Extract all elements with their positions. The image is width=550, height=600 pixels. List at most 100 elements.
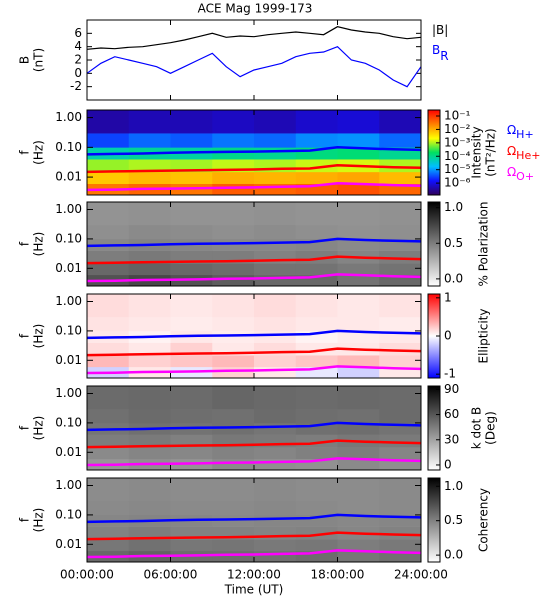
heatmap-cell [379,133,422,148]
heatmap-cell [212,422,255,435]
cyclotron-line [86,439,422,449]
cyclotron-line [86,549,422,559]
heatmap-cell [254,171,297,184]
heatmap-cell [379,386,422,410]
y-tick-label: 0.01 [55,170,82,184]
heatmap-cell [254,458,297,471]
cyclotron-line [86,255,422,265]
heatmap-cell [87,342,130,356]
colorbar-tick-label: 10⁻¹ [444,109,471,123]
heatmap-cell [379,478,422,502]
heatmap-cell [212,550,255,563]
heatmap-cell [170,171,213,184]
heatmap-cell [379,183,422,196]
heatmap-cell [170,478,213,502]
heatmap-cell [337,110,380,134]
heatmap-cell [295,366,338,379]
y-tick-label: 6 [74,26,82,40]
y-axis-label: (Hz) [32,140,46,165]
y-axis-label: B [18,56,32,64]
legend-entry: ΩH+ [507,123,534,142]
colorbar [427,201,441,287]
heatmap-cell [295,110,338,134]
colorbar [427,109,441,196]
heatmap-cell [379,274,422,287]
heatmap-cell [337,366,380,379]
heatmap-cell [128,171,171,184]
heatmap-cell [254,294,297,318]
heatmap-cell [212,330,255,343]
heatmap-cell [212,110,255,134]
heatmap-cell [337,458,380,471]
legend-subscript: H+ [516,128,534,141]
heatmap-cell [128,386,171,410]
y-tick-label: 0.01 [55,353,82,367]
heatmap-cell [337,238,380,251]
heatmap-cell [379,514,422,527]
cyclotron-line [86,146,422,156]
heatmap-cell [295,224,338,240]
x-tick-label: 24:00:00 [394,568,448,582]
heatmap-cell [379,202,422,226]
plot-frame [86,19,422,101]
heatmap-cell [128,133,171,148]
heatmap-cell [295,294,338,318]
heatmap-cell [295,514,338,527]
y-tick-label: 1.00 [55,202,82,216]
heatmap-cell [128,447,171,460]
heatmap-cell [87,355,130,368]
cyclotron-line [86,513,422,524]
plot-frame [86,477,422,563]
heatmap-cell [170,408,213,424]
heatmap-cell [254,447,297,460]
cyclotron-line [86,365,422,375]
y-tick-label: 0.10 [55,507,82,521]
heatmap-cell [337,147,380,160]
heatmap-cell [170,110,213,134]
heatmap-cell [87,250,130,264]
heatmap-cell [337,386,380,410]
heatmap-cell [212,202,255,226]
colorbar-label: (nT²/Hz) [484,128,498,176]
heatmap-cell [379,171,422,184]
heatmap-cell [295,447,338,460]
heatmap-cell [295,202,338,226]
heatmap-cell [379,434,422,448]
heatmap-cell [295,171,338,184]
series-line [86,26,422,50]
heatmap-cell [254,263,297,276]
x-axis-label: Time (UT) [224,583,284,597]
y-tick-label: 1.00 [55,110,82,124]
legend-label: B [432,43,440,57]
heatmap-cell [212,539,255,552]
heatmap-cell [337,263,380,276]
heatmap-cell [295,355,338,368]
heatmap-cell [212,458,255,471]
heatmap-cell [170,159,213,173]
heatmap-cell [295,422,338,435]
heatmap-cell [254,316,297,332]
heatmap-cell [295,539,338,552]
heatmap-cell [212,274,255,287]
colorbar-tick-label: 10⁻³ [444,135,471,149]
heatmap-cell [170,224,213,240]
colorbar-label: k dot B [470,407,484,449]
heatmap-cell [379,263,422,276]
heatmap-cell [128,263,171,276]
y-tick-label: 0 [74,66,82,80]
heatmap-cell [379,238,422,251]
colorbar-tick-label: 1 [444,290,452,304]
colorbar-label: (Deg) [484,411,498,445]
colorbar-label: Intensity [470,126,484,178]
heatmap-cell [379,316,422,332]
legend-subscript: R [440,49,448,63]
colorbar-label: Coherency [477,488,491,552]
heatmap-cell [254,238,297,251]
heatmap-cell [170,133,213,148]
colorbar-tick-label: 60 [444,407,459,421]
y-tick-label: -2 [70,79,82,93]
legend-label: Ω [507,165,516,179]
heatmap-cell [128,294,171,318]
heatmap-cell [379,159,422,173]
heatmap-cell [87,408,130,424]
